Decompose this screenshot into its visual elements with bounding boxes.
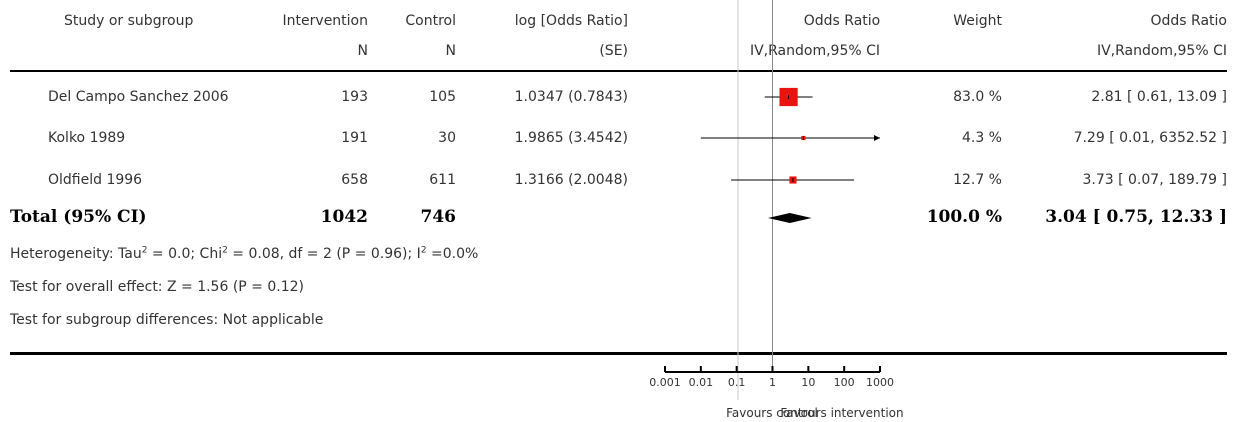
study-ci: 2.81 [ 0.61, 13.09 ] xyxy=(1091,89,1227,105)
overall-effect-text: Test for overall effect: Z = 1.56 (P = 0… xyxy=(10,279,304,295)
study-n-intervention: 658 xyxy=(341,172,368,188)
study-log-or-se: 1.0347 (0.7843) xyxy=(514,89,628,105)
header-study: Study or subgroup xyxy=(64,13,194,29)
study-n-control: 611 xyxy=(429,172,456,188)
header-weight: Weight xyxy=(953,13,1002,29)
total-diamond xyxy=(768,213,812,223)
total-n-intervention: 1042 xyxy=(320,207,368,227)
header-text-method: IV,Random,95% CI xyxy=(1096,43,1227,59)
total-ci: 3.04 [ 0.75, 12.33 ] xyxy=(1045,207,1227,227)
study-ci: 3.73 [ 0.07, 189.79 ] xyxy=(1082,172,1227,188)
header-log-or: log [Odds Ratio] xyxy=(514,13,628,29)
study-ci: 7.29 [ 0.01, 6352.52 ] xyxy=(1073,130,1227,146)
x-tick-label: 1000 xyxy=(866,376,894,389)
header-rule xyxy=(10,70,1227,72)
x-tick-label: 1 xyxy=(769,376,776,389)
header-n-control: N xyxy=(445,43,456,59)
favours-intervention-label: Favours intervention xyxy=(780,406,904,420)
study-n-control: 30 xyxy=(438,130,456,146)
total-n-control: 746 xyxy=(420,207,457,227)
favours-control-label: Favours control xyxy=(726,406,818,420)
study-n-control: 105 xyxy=(429,89,456,105)
study-log-or-se: 1.3166 (2.0048) xyxy=(514,172,628,188)
study-weight: 83.0 % xyxy=(953,89,1002,105)
study-weight: 4.3 % xyxy=(961,130,1002,146)
study-name: Del Campo Sanchez 2006 xyxy=(48,89,229,105)
subgroup-differences-text: Test for subgroup differences: Not appli… xyxy=(10,312,324,328)
x-tick-label: 0.001 xyxy=(649,376,681,389)
total-weight: 100.0 % xyxy=(926,207,1002,227)
study-n-intervention: 191 xyxy=(341,130,368,146)
x-tick-label: 10 xyxy=(801,376,815,389)
header-intervention: Intervention xyxy=(282,13,368,29)
study-n-intervention: 193 xyxy=(341,89,368,105)
x-tick-label: 0.1 xyxy=(728,376,746,389)
header-odds-ratio-plot: Odds Ratio xyxy=(803,13,881,29)
header-plot-method: IV,Random,95% CI xyxy=(749,43,881,59)
header-control: Control xyxy=(405,13,456,29)
header-n-intervention: N xyxy=(357,43,368,59)
x-tick-label: 0.01 xyxy=(689,376,714,389)
header-odds-ratio-text: Odds Ratio xyxy=(1150,13,1227,29)
study-weight: 12.7 % xyxy=(953,172,1002,188)
study-ci-arrow xyxy=(874,135,880,141)
heterogeneity-text: Heterogeneity: Tau2 = 0.0; Chi2 = 0.08, … xyxy=(10,245,479,262)
x-tick-label: 100 xyxy=(834,376,855,389)
study-log-or-se: 1.9865 (3.4542) xyxy=(514,130,628,146)
study-name: Kolko 1989 xyxy=(48,130,126,146)
total-label: Total (95% CI) xyxy=(10,207,147,227)
footer-rule xyxy=(10,352,1227,355)
study-name: Oldfield 1996 xyxy=(48,172,143,188)
header-se: (SE) xyxy=(599,43,628,59)
